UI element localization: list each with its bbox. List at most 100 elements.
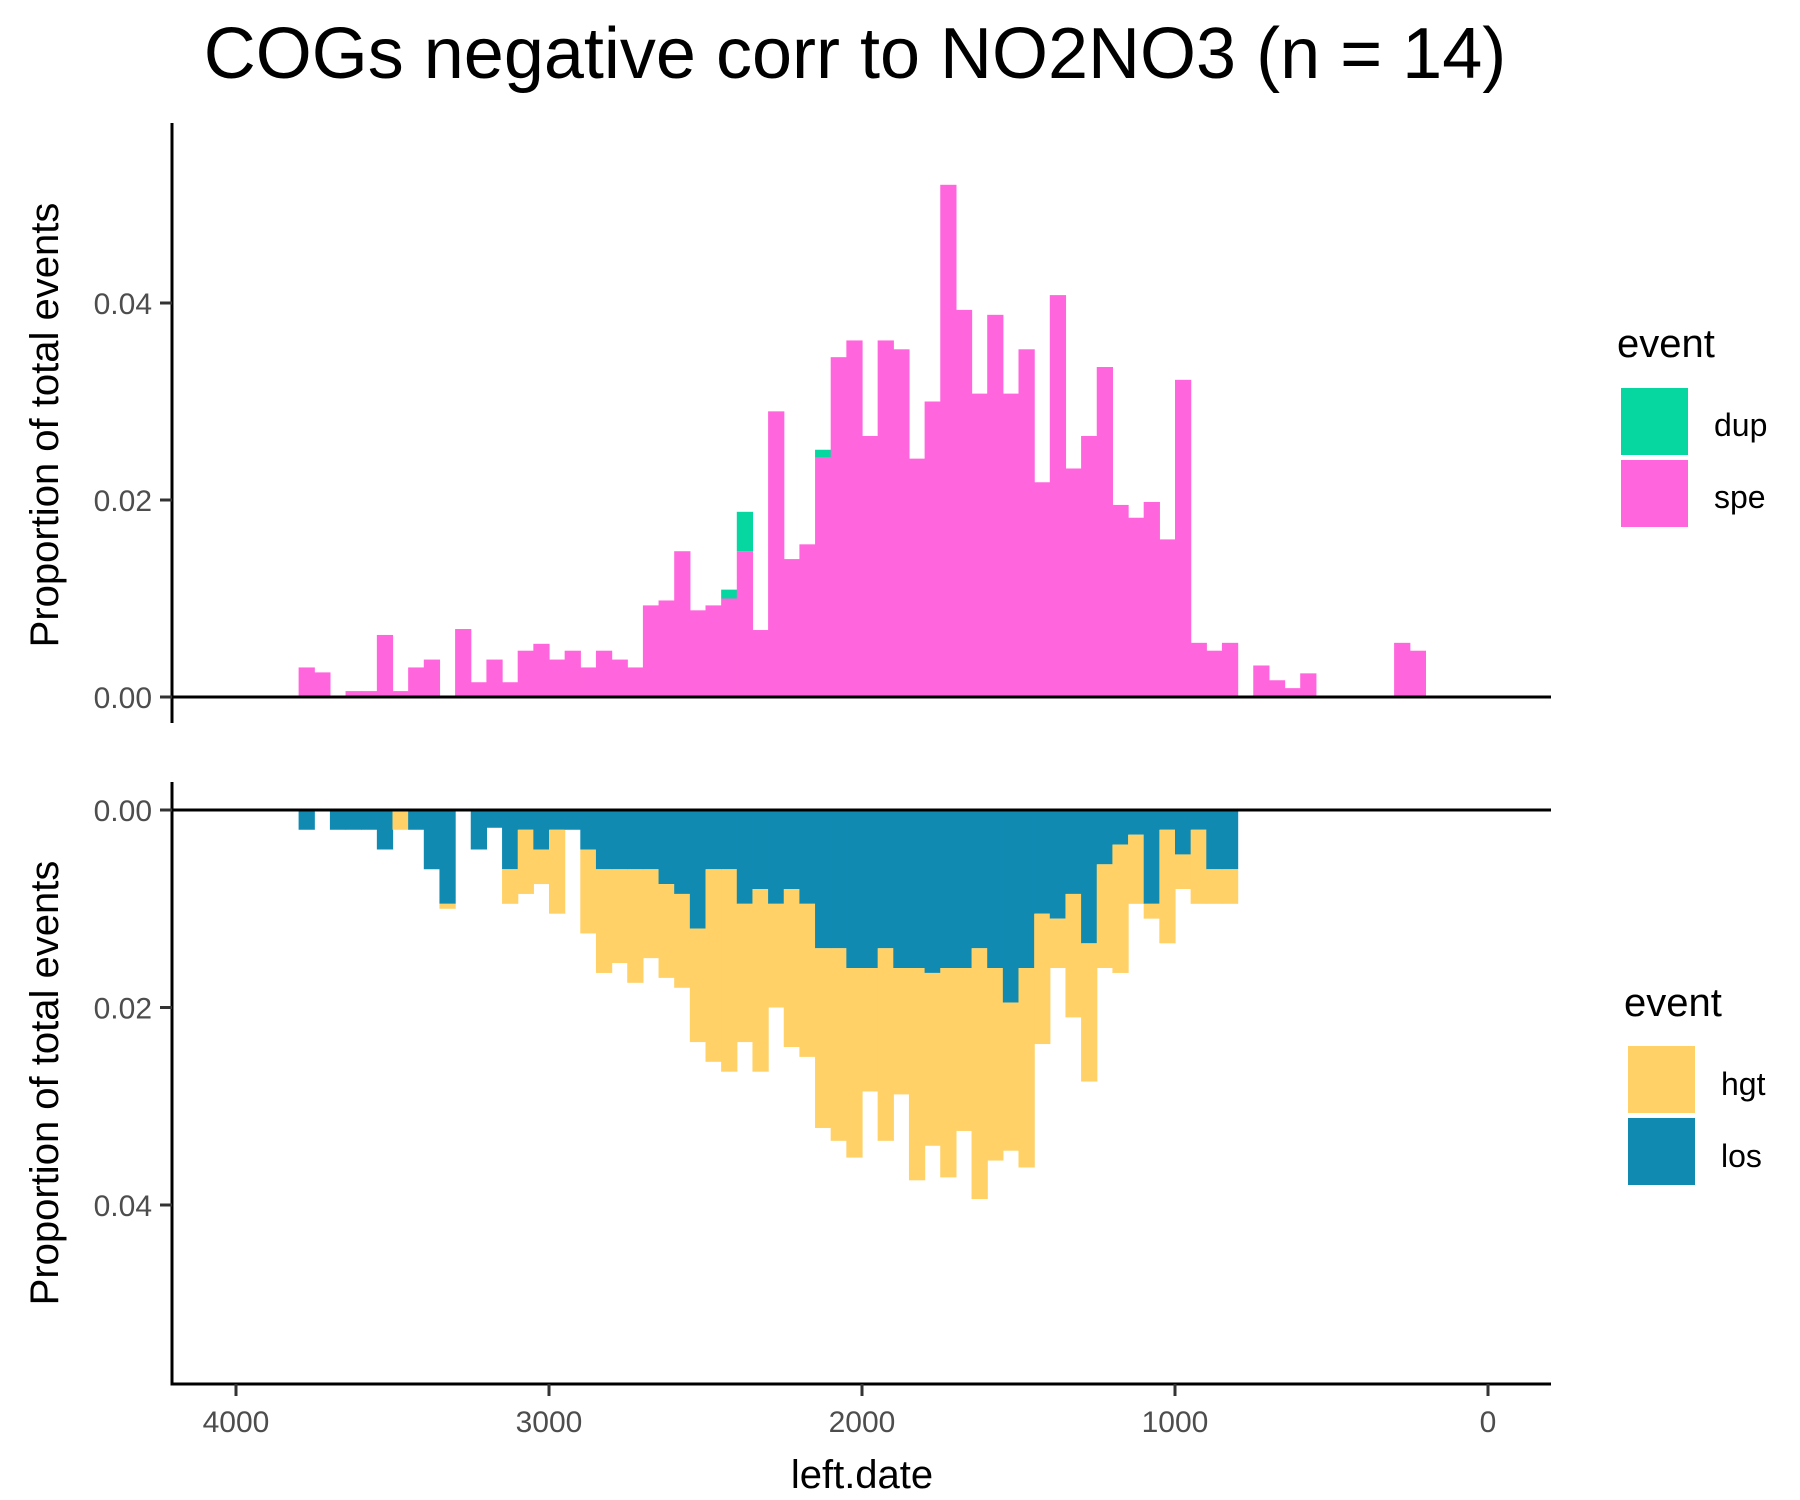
bar-los [1128,810,1145,835]
x-axis-label: left.date [791,1453,933,1497]
bar-spe [768,411,785,697]
bar-spe [1096,367,1113,697]
legend-swatch-spe [1621,460,1688,527]
y-tick-label: 0.02 [94,993,152,1026]
legend-label-los: los [1721,1138,1762,1174]
bar-hgt [1221,869,1239,904]
bar-los [423,810,441,870]
legend-swatch-los [1628,1118,1695,1185]
bar-los [689,810,707,929]
bar-los [908,810,926,968]
bar-hgt [940,968,957,1178]
bar-hgt [971,948,988,1200]
bar-hgt [1159,829,1176,944]
bar-spe [1253,665,1270,697]
bar-hgt [721,869,738,1072]
legend-swatch-dup [1621,388,1688,455]
bar-los [517,810,534,830]
bar-los [674,810,691,894]
bar-hgt [1206,869,1223,904]
bar-spe [1143,501,1160,697]
bar-hgt [439,903,456,909]
bar-hgt [705,869,722,1062]
bar-hgt [815,948,832,1128]
x-tick-label: 4000 [203,1406,270,1439]
bar-spe [408,667,425,697]
bar-spe [392,691,409,697]
bar-hgt [736,903,754,1043]
bar-hgt [877,948,894,1141]
bar-hgt [502,869,519,904]
bar-spe [486,659,503,697]
bar-spe [1190,642,1207,697]
y-tick-label: 0.00 [94,682,152,715]
bar-spe [799,544,816,697]
bar-spe [971,393,988,697]
bar-spe [1300,673,1317,697]
bar-los [971,810,988,949]
chart-title: COGs negative corr to NO2NO3 (n = 14) [204,14,1507,94]
bar-los [1096,810,1113,865]
bottom-legend: event hgt los [1624,981,1766,1185]
bar-hgt [1128,834,1145,904]
bar-spe [987,314,1004,697]
bar-spe [611,659,628,697]
bar-spe [955,309,973,697]
bar-los [611,810,628,870]
bar-hgt [642,869,660,959]
bar-los [595,810,613,870]
top-bars [298,184,1426,698]
bar-hgt [611,869,628,964]
top-y-ticks: 0.00 0.02 0.04 [94,288,172,715]
top-y-axis-label: Proportion of total events [23,203,67,648]
bar-los [1065,810,1082,894]
bar-hgt [689,928,707,1043]
bar-spe [1049,295,1067,697]
bar-spe [549,659,566,697]
bar-hgt [1034,913,1051,1045]
bottom-y-ticks: 0.00 0.02 0.04 [94,795,172,1223]
bottom-panel: 0.00 0.02 0.04 4000 3000 2000 1000 0 Proportio… [23,782,1551,1497]
bar-spe [1112,504,1129,697]
bottom-y-axis-label: Proportion of total events [23,861,67,1306]
bar-los [955,810,973,968]
bar-spe [580,667,597,697]
bar-spe [752,630,769,697]
bar-hgt [392,810,409,830]
bar-spe [830,357,847,697]
bar-spe [1018,349,1035,697]
bar-hgt [799,903,816,1057]
bar-spe [783,559,800,697]
bar-hgt [1190,829,1207,904]
bar-spe [627,667,644,697]
bar-los [580,810,597,850]
bottom-bars [298,810,1239,1200]
bar-los [345,810,362,830]
bar-hgt [783,889,800,1047]
bar-los [768,810,785,904]
bar-spe [361,691,378,697]
bar-hgt [1002,1002,1020,1151]
bar-dup [815,449,832,458]
bar-spe [423,659,441,697]
bar-los [1143,810,1160,904]
bar-spe [345,691,362,697]
bar-los [329,810,347,830]
bar-los [1002,810,1020,1003]
bar-hgt [1018,968,1035,1168]
bar-hgt [1065,893,1082,1018]
legend-label-hgt: hgt [1721,1066,1766,1102]
bar-hgt [893,968,910,1095]
bar-spe [1128,517,1145,697]
bar-spe [470,682,487,697]
bar-hgt [1096,864,1113,968]
bar-hgt [658,884,675,978]
bar-spe [1394,642,1411,697]
bar-spe [1206,650,1223,697]
bar-los [1175,810,1192,855]
bar-dup [736,511,754,552]
bar-spe [1268,680,1286,697]
bar-spe [455,629,472,697]
bar-los [408,810,425,830]
